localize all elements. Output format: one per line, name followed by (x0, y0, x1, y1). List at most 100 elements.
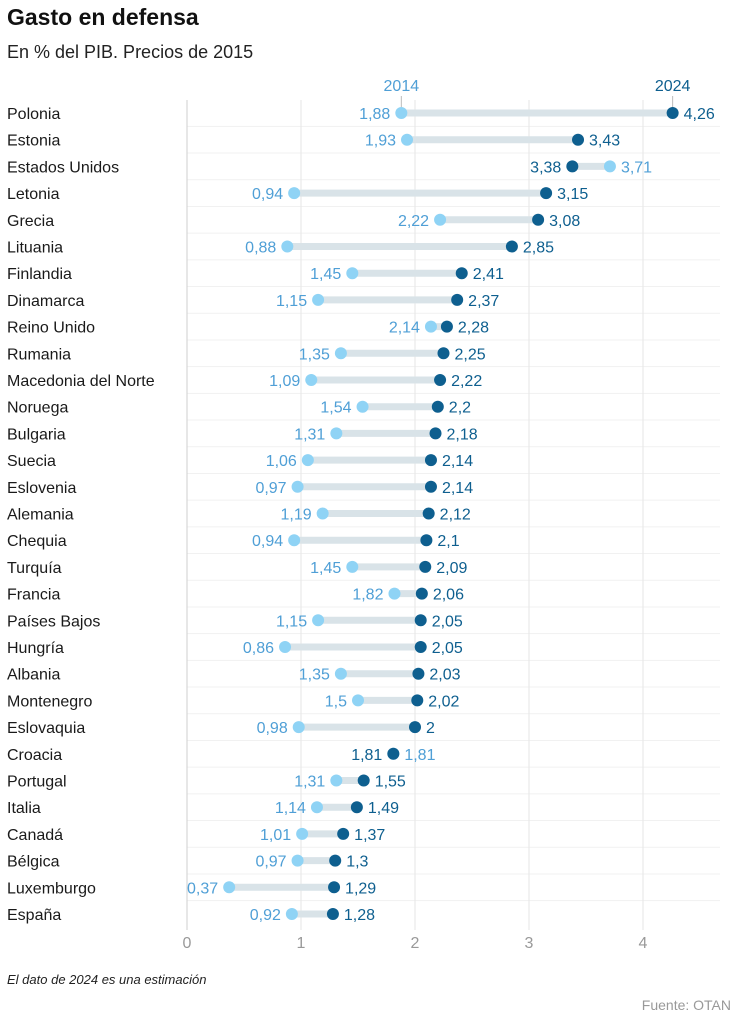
value-label-2024: 4,26 (684, 106, 715, 123)
country-label: Macedonia del Norte (7, 373, 155, 390)
value-label-2024: 2,37 (468, 293, 499, 310)
value-label-2024: 2,14 (442, 480, 473, 497)
value-label-2014: 0,86 (243, 640, 274, 657)
dot-2014 (312, 293, 325, 306)
country-label: Finlandia (7, 266, 72, 283)
dot-2014 (312, 614, 325, 627)
dot-2024 (440, 320, 453, 333)
dot-2014 (401, 133, 414, 146)
value-label-2014: 1,15 (276, 613, 307, 630)
dot-2014 (316, 507, 329, 520)
value-label-2024: 1,81 (351, 747, 382, 764)
dot-2014 (352, 694, 364, 707)
value-label-2014: 1,14 (275, 800, 306, 817)
x-tick-label: 3 (525, 935, 534, 952)
value-label-2014: 0,37 (187, 880, 218, 897)
chart-source: Fuente: OTAN (641, 997, 731, 1013)
value-label-2014: 1,81 (404, 747, 435, 764)
dot-2024 (420, 534, 433, 547)
dot-2024 (424, 454, 437, 467)
dot-2014 (285, 908, 298, 920)
dot-2014 (296, 827, 309, 840)
value-label-2014: 0,92 (250, 907, 281, 924)
value-label-2024: 3,08 (549, 213, 580, 230)
dot-2014 (288, 187, 301, 200)
dot-2014 (330, 774, 343, 787)
dot-2014 (281, 240, 294, 253)
value-label-2014: 0,88 (245, 240, 276, 257)
value-label-2014: 0,97 (255, 480, 286, 497)
dot-2014 (424, 320, 437, 333)
country-label: Chequia (7, 533, 67, 550)
value-label-2014: 0,94 (252, 533, 283, 550)
country-label: Polonia (7, 106, 60, 123)
x-tick-label: 0 (183, 935, 192, 952)
value-label-2024: 3,15 (557, 186, 588, 203)
dot-2024 (437, 347, 450, 360)
series-label-2024: 2024 (655, 78, 691, 95)
country-label: Letonia (7, 186, 60, 203)
dot-2024 (505, 240, 518, 253)
value-label-2014: 3,71 (621, 159, 652, 176)
value-label-2014: 1,19 (281, 507, 312, 524)
value-label-2014: 1,82 (352, 587, 383, 604)
country-label: Estonia (7, 133, 60, 150)
value-label-2024: 3,38 (530, 159, 561, 176)
x-tick-label: 2 (411, 935, 420, 952)
value-label-2014: 1,35 (299, 346, 330, 363)
value-label-2024: 1,3 (346, 854, 368, 871)
country-label: Eslovaquia (7, 720, 85, 737)
dot-2014 (334, 347, 347, 360)
value-label-2024: 2,06 (433, 587, 464, 604)
value-label-2014: 1,5 (325, 693, 347, 710)
value-label-2024: 1,37 (354, 827, 385, 844)
dot-2014 (279, 641, 292, 653)
value-label-2024: 1,29 (345, 880, 376, 897)
dot-2014 (223, 881, 236, 894)
dot-2014 (288, 534, 301, 547)
dot-2024 (387, 747, 400, 760)
dot-2024 (422, 507, 435, 520)
chart-title: Gasto en defensa (7, 4, 199, 30)
dot-2014 (310, 801, 323, 814)
dot-2024 (357, 774, 370, 787)
dot-2024 (411, 694, 424, 707)
dot-2024 (666, 107, 679, 119)
x-tick-label: 1 (297, 935, 306, 952)
dot-2024 (434, 374, 447, 386)
dot-2014 (395, 107, 408, 119)
dot-2024 (414, 614, 427, 627)
value-label-2024: 2,2 (449, 400, 471, 417)
dot-2024 (431, 400, 444, 413)
dot-2024 (424, 480, 437, 493)
country-label: Suecia (7, 453, 56, 470)
dot-2014 (292, 721, 305, 734)
dot-2024 (566, 160, 579, 173)
value-label-2024: 1,28 (344, 907, 375, 924)
country-label: Croacia (7, 747, 62, 764)
dot-2024 (419, 560, 432, 573)
country-label: Italia (7, 800, 41, 817)
value-label-2014: 1,45 (310, 560, 341, 577)
value-label-2014: 1,35 (299, 667, 330, 684)
dot-2024 (532, 213, 545, 226)
value-label-2024: 2,09 (436, 560, 467, 577)
value-label-2024: 2,25 (455, 346, 486, 363)
value-label-2024: 2 (426, 720, 435, 737)
dot-2014 (301, 454, 314, 467)
dot-2014 (305, 374, 318, 386)
dot-2024 (409, 721, 421, 734)
dot-2014 (330, 427, 343, 440)
country-label: Turquía (7, 560, 62, 577)
country-label: Noruega (7, 400, 68, 417)
value-label-2024: 2,28 (458, 320, 489, 337)
country-label: Grecia (7, 213, 54, 230)
dot-2024 (414, 641, 427, 653)
value-label-2024: 2,22 (451, 373, 482, 390)
dot-2014 (291, 854, 304, 867)
chart-note: El dato de 2024 es una estimación (7, 972, 207, 987)
dot-2014 (334, 667, 347, 680)
country-label: Reino Unido (7, 320, 95, 337)
country-label: Portugal (7, 774, 67, 791)
